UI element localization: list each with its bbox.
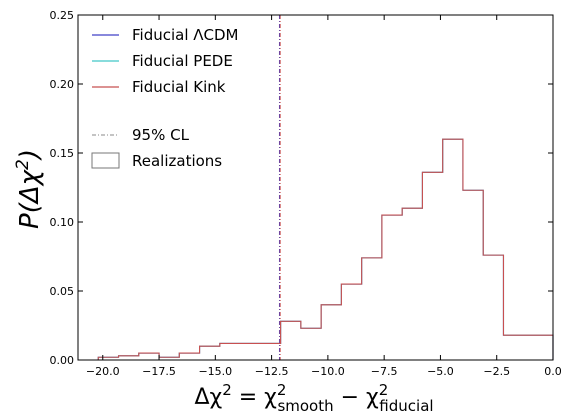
xlabel-sup2: 2 xyxy=(277,381,287,399)
legend-realizations-label: Realizations xyxy=(132,152,222,170)
legend-label-1: Fiducial ΛCDM xyxy=(132,26,239,44)
y-tick-label: 0.20 xyxy=(50,78,75,91)
xlabel-sub1: smooth xyxy=(277,397,333,412)
x-tick-label: −12.5 xyxy=(255,365,289,378)
y-tick-label: 0.10 xyxy=(50,216,75,229)
x-tick-label: −10.0 xyxy=(311,365,345,378)
axes-frame xyxy=(77,14,554,361)
confidence-lines-layer xyxy=(278,15,281,360)
ylabel-sup: 2 xyxy=(13,159,33,170)
legend-label-2: Fiducial PEDE xyxy=(132,52,233,70)
xlabel-sub2: fiducial xyxy=(379,397,433,412)
legend-cl-label: 95% CL xyxy=(132,126,190,144)
xlabel-minus: − χ xyxy=(334,385,379,410)
xlabel-main: Δχ xyxy=(194,385,222,410)
histogram-series-2 xyxy=(78,138,554,361)
legend-realizations-swatch xyxy=(91,152,120,169)
axis-ticks: −20.0 −17.5 −15.0 −12.5 −10.0 −7.5 −5.0 −2.5 0.0… xyxy=(50,9,562,378)
y-tick-label: 0.05 xyxy=(50,285,75,298)
y-tick-label: 0.15 xyxy=(50,147,75,160)
xlabel-sup3: 2 xyxy=(379,381,389,399)
legend: Fiducial ΛCDM Fiducial PEDE Fiducial Kink 9… xyxy=(91,26,239,170)
histogram-series-3 xyxy=(78,138,554,361)
ylabel-close: ) xyxy=(15,149,45,161)
x-tick-label: −7.5 xyxy=(371,365,398,378)
histogram-series-1 xyxy=(78,138,554,361)
x-tick-label: −20.0 xyxy=(86,365,120,378)
x-axis-label: Δχ2 = χ2 smooth − χ2 fiducial xyxy=(194,381,433,412)
x-tick-label: −17.5 xyxy=(142,365,176,378)
xlabel-sup1: 2 xyxy=(222,381,232,399)
x-tick-label: −15.0 xyxy=(198,365,232,378)
xlabel-eq: = χ xyxy=(232,385,277,410)
histogram-series-layer xyxy=(78,138,554,361)
legend-label-3: Fiducial Kink xyxy=(132,78,226,96)
x-tick-label: −2.5 xyxy=(483,365,510,378)
ylabel-main: P(Δχ xyxy=(15,168,45,229)
y-tick-label: 0.00 xyxy=(50,354,75,367)
y-tick-label: 0.25 xyxy=(50,9,75,22)
y-axis-label: P(Δχ2) xyxy=(13,149,45,229)
x-tick-label: −5.0 xyxy=(427,365,454,378)
x-tick-label: 0.0 xyxy=(544,365,562,378)
